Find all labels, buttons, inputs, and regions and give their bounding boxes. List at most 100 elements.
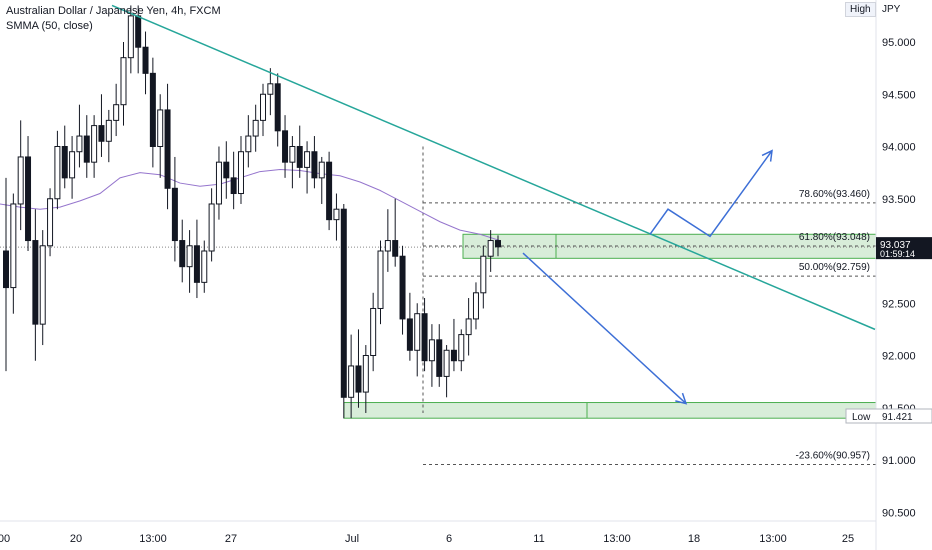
candle-body	[149, 72, 156, 147]
candle-body	[3, 250, 9, 289]
current-price-value: 93.037	[880, 240, 911, 251]
x-tick-label: 20	[70, 533, 82, 545]
candle-body	[157, 109, 164, 148]
candle-body	[179, 240, 186, 268]
price-axis: 95.00094.50094.00093.50093.00092.50092.0…	[882, 37, 916, 519]
candle	[179, 219, 186, 283]
bearish-arrow	[522, 252, 687, 405]
candle-body	[399, 255, 406, 320]
candle	[215, 146, 222, 220]
candle-body	[252, 119, 259, 137]
candle	[91, 115, 98, 178]
candle-body	[98, 125, 105, 142]
candle	[450, 318, 457, 372]
indicator-label: SMMA (50, close)	[6, 20, 93, 32]
y-tick-label: 90.500	[882, 507, 916, 519]
candle	[311, 136, 318, 189]
trendline-layer	[111, 4, 876, 331]
candle	[47, 188, 54, 257]
low-tag	[845, 408, 932, 424]
candle-body	[142, 46, 149, 74]
low-label: Low	[852, 412, 871, 423]
candle-body	[436, 339, 443, 377]
fib-label: 61.80%(93.048)	[799, 232, 870, 243]
candle-body	[83, 135, 90, 163]
candle	[355, 329, 362, 408]
candle-body	[392, 240, 399, 257]
candle	[406, 292, 413, 361]
candle-body	[127, 15, 134, 59]
candle	[260, 83, 267, 137]
candle	[186, 230, 193, 293]
candle	[333, 193, 340, 241]
candle	[362, 345, 369, 413]
candle	[69, 136, 76, 199]
candle	[98, 94, 105, 157]
candle	[164, 83, 171, 210]
y-tick-label: 94.000	[882, 142, 916, 154]
candle	[17, 120, 24, 231]
candle	[171, 156, 178, 262]
candle-body	[487, 240, 494, 257]
candle	[267, 68, 274, 116]
candle-body	[267, 83, 274, 95]
trendline	[111, 4, 876, 331]
candle-body	[370, 307, 377, 357]
candle	[208, 188, 215, 262]
candle-body	[171, 187, 178, 242]
candle	[392, 198, 399, 267]
candle	[436, 324, 443, 387]
candle	[157, 94, 164, 178]
current-price-tag	[876, 237, 932, 260]
candle	[113, 83, 120, 137]
candle	[465, 298, 472, 356]
chart-legend: Australian Dollar / Japanese Yen, 4h, FX…	[6, 4, 221, 34]
candle-body	[186, 245, 193, 268]
candle	[83, 115, 90, 178]
candle-body	[25, 156, 32, 242]
candle-body	[414, 313, 421, 351]
candle-body	[61, 146, 68, 179]
candle	[480, 245, 487, 309]
candle-body	[237, 151, 244, 195]
y-tick-label: 91.000	[882, 455, 916, 467]
candle-body	[91, 125, 98, 163]
candle-body	[355, 365, 362, 393]
candle-body	[304, 151, 311, 168]
candle-body	[480, 255, 487, 294]
candle	[61, 125, 68, 189]
candle	[399, 245, 406, 335]
candle-body	[443, 349, 450, 377]
candle-body	[17, 156, 24, 205]
candle	[76, 104, 83, 168]
candle	[318, 156, 325, 204]
candle-body	[311, 151, 318, 179]
candle	[142, 31, 149, 95]
x-tick-label: 13:00	[603, 533, 631, 545]
x-tick-label: 11	[533, 533, 544, 545]
candle-body	[289, 146, 296, 163]
candle-body	[458, 334, 465, 362]
bullish-arrow-head	[761, 149, 773, 162]
x-tick-label: 18	[688, 533, 700, 545]
candle	[3, 177, 9, 372]
candle	[296, 125, 303, 178]
y-tick-label: 95.000	[882, 37, 916, 49]
candle	[230, 151, 237, 210]
candle-body	[215, 161, 222, 205]
candle	[421, 298, 428, 372]
candle	[274, 73, 281, 147]
candle-body	[113, 104, 120, 121]
high-tag[interactable]: High	[845, 2, 876, 17]
y-tick-label: 94.500	[882, 89, 916, 101]
low-value: 91.421	[882, 412, 913, 423]
candle	[39, 230, 46, 346]
candle	[32, 209, 39, 361]
candle-body	[406, 318, 413, 351]
candle	[428, 324, 435, 387]
candle	[193, 219, 200, 299]
candle-body	[10, 203, 17, 289]
time-axis: 00 20 13:00 27 Jul 6 11 13:00 18 13:00 25	[0, 533, 854, 545]
